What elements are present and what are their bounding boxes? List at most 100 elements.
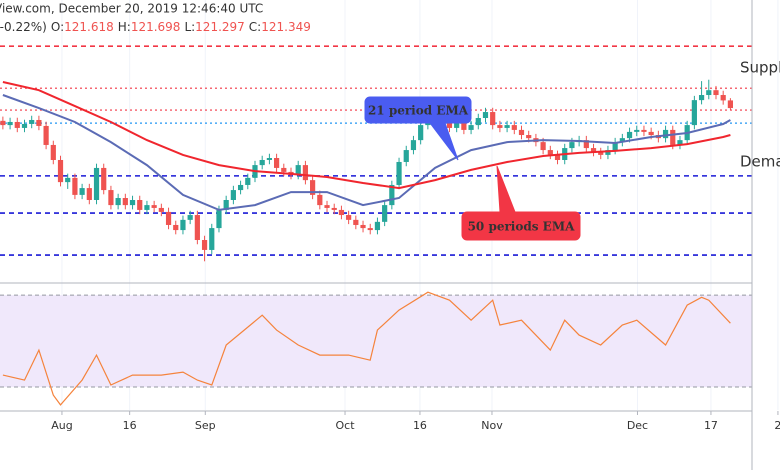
candle-body [482,112,489,118]
candle-body [461,119,467,130]
ohlc-label: H: [118,20,131,34]
candle-body [237,184,244,191]
candle-body [14,121,20,128]
ohlc-label: C: [249,20,261,34]
candle-body [223,200,229,210]
candle-body [151,205,157,208]
candle-body [410,140,417,151]
candle-body [187,215,193,220]
candle-body [554,154,561,160]
candle-body [713,90,719,96]
candle-body [346,215,352,220]
ohlc-value: 121.349 [261,20,311,34]
candle-body [57,159,64,183]
rsi-band [0,295,752,388]
candle-body [590,148,597,153]
candle-body [108,190,114,206]
ohlc-value: 121.297 [195,20,245,34]
candle-body [338,209,345,216]
candle-body [569,142,575,149]
candle-body [648,131,654,136]
ohlc-value: 121.698 [131,20,181,34]
candle-body [201,240,208,250]
candle-body [626,131,633,139]
main-panel [0,45,752,262]
candle-body [612,142,618,151]
candle-body [490,112,496,126]
ohlc-label: L: [184,20,195,34]
ohlc-label: O: [51,20,64,34]
candle-body [634,129,640,132]
candle-body [670,129,676,145]
candle-body [144,205,150,210]
candle-body [598,152,604,155]
candle-body [418,125,424,141]
candle-body [230,190,236,200]
candle-body [518,129,525,136]
candle-body [454,119,460,128]
candle-body [403,150,409,162]
rsi-panel [0,291,752,406]
candle-body [511,125,517,130]
candle-body [259,159,265,166]
ema-line [2,94,731,211]
candle-body [209,228,215,250]
annotations: 21 period EMA 50 periods EMA [364,96,581,241]
grid [61,0,779,410]
candle-body [698,95,705,101]
x-tick-label: Aug [51,419,72,432]
x-tick-label: 17 [704,419,718,432]
candle-body [273,158,280,168]
candle-body [396,161,402,185]
candle-body [504,125,510,128]
candle-body [79,188,85,195]
callout-text: 50 periods EMA [468,220,576,234]
candle-body [101,167,107,191]
candle-body [331,207,337,210]
header-ohlc: (-0.22%) O:121.618 H:121.698 L:121.297 C:121… [0,20,311,34]
candle-body [720,95,726,101]
candle-body [605,150,611,155]
candle-body [382,205,388,222]
candle-body [65,177,71,183]
candle-body [641,129,647,132]
candle-body [389,184,395,206]
ohlc-value: 121.618 [64,20,114,34]
x-tick-label: Nov [481,419,503,432]
candle-body [468,125,474,130]
candle-body [619,138,625,143]
candle-body [158,207,164,212]
candle-body [245,177,251,185]
candle-body [497,125,503,128]
candle-body [583,140,589,149]
candle-body [540,142,546,151]
zone-label: Suppl [740,59,780,77]
x-tick-label: 16 [123,419,137,432]
candle-body [36,119,42,126]
callout-text: 21 period EMA [368,104,469,118]
candle-body [662,129,669,139]
candle-body [706,90,712,96]
candle-body [324,205,330,208]
candle-body [216,209,222,229]
candle-body [180,219,186,231]
candle-body [281,167,287,172]
candle-body [173,224,179,231]
callout-box [461,211,581,241]
ema-line [2,81,731,190]
candle-body [137,200,143,210]
candle-body [43,125,49,145]
x-tick-label: Dec [627,419,648,432]
candle-body [29,119,35,124]
candle-body [72,177,78,195]
candle-body [165,211,172,225]
candle-body [353,219,359,225]
candle-body [93,167,100,200]
rsi-line [2,291,731,406]
candle-body [21,123,28,128]
candle-body [122,198,128,206]
candle-body [194,215,200,241]
x-tick-label: 16 [413,419,427,432]
